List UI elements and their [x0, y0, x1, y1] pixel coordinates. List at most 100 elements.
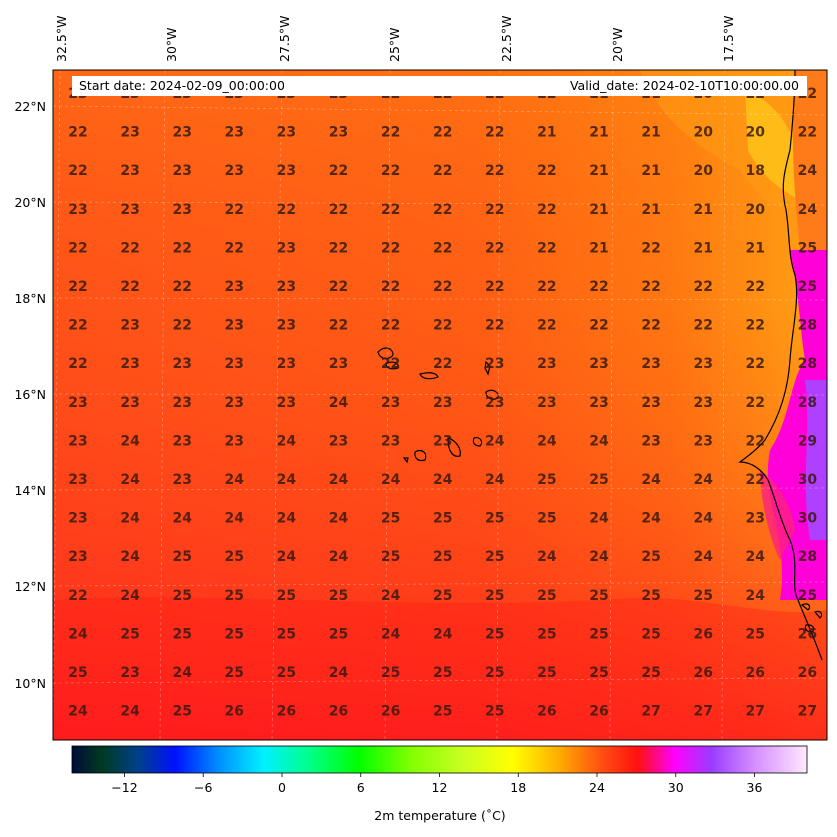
temperature-value: 25: [172, 588, 191, 604]
temperature-value: 23: [225, 395, 244, 411]
temperature-value: 24: [225, 511, 245, 527]
temperature-value: 24: [537, 433, 557, 449]
temperature-value: 23: [172, 125, 191, 141]
temperature-value: 23: [329, 433, 348, 449]
colorbar-ticks: [124, 773, 755, 777]
temperature-value: 27: [798, 704, 817, 720]
temperature-value: 23: [120, 665, 139, 681]
temperature-value: 26: [537, 704, 556, 720]
lat-label: 12°N: [14, 579, 46, 594]
temperature-value: 23: [277, 240, 296, 256]
temperature-value: 22: [381, 279, 400, 295]
temperature-value: 23: [68, 395, 87, 411]
temperature-value: 23: [589, 356, 608, 372]
temperature-value: 22: [485, 318, 504, 334]
temperature-value: 24: [433, 472, 453, 488]
temperature-value: 25: [537, 472, 556, 488]
temperature-value: 25: [485, 511, 504, 527]
temperature-value: 23: [225, 125, 244, 141]
temperature-value: 23: [277, 125, 296, 141]
colorbar-tick-label: −12: [111, 780, 138, 795]
temperature-value: 21: [693, 240, 712, 256]
temperature-value: 23: [120, 202, 139, 218]
temperature-value: 25: [172, 704, 191, 720]
temperature-value: 25: [485, 549, 504, 565]
temperature-value: 25: [485, 704, 504, 720]
temperature-values: 23 23 23 23 23 23 22 22 22 22 21 21 20 22 22 22 23 23 23 23…: [68, 86, 817, 720]
temperature-value: 23: [172, 202, 191, 218]
temperature-value: 22: [537, 163, 556, 179]
temperature-value: 24: [329, 511, 349, 527]
temperature-value: 23: [225, 279, 244, 295]
temperature-value: 23: [485, 395, 504, 411]
temperature-value: 24: [329, 395, 349, 411]
temperature-value: 25: [693, 588, 712, 604]
temperature-value: 24: [381, 472, 401, 488]
temperature-value: 25: [798, 588, 817, 604]
temperature-value: 25: [225, 626, 244, 642]
temperature-value: 26: [329, 704, 348, 720]
temperature-value: 22: [277, 202, 296, 218]
temperature-value: 22: [433, 356, 452, 372]
temperature-value: 25: [589, 588, 608, 604]
temperature-value: 25: [68, 665, 87, 681]
temperature-value: 24: [589, 433, 609, 449]
temperature-value: 24: [641, 472, 661, 488]
temperature-value: 23: [120, 318, 139, 334]
temperature-value: 24: [277, 511, 297, 527]
coastline: [377, 69, 823, 661]
temperature-value: 21: [746, 240, 765, 256]
temperature-value: 22: [381, 125, 400, 141]
temperature-value: 22: [746, 395, 765, 411]
temperature-value: 23: [68, 511, 87, 527]
temperature-value: 24: [120, 433, 140, 449]
temperature-value: 22: [381, 202, 400, 218]
temperature-value: 22: [68, 356, 87, 372]
temperature-value: 23: [641, 433, 660, 449]
temperature-value: 23: [485, 356, 504, 372]
temperature-value: 24: [277, 549, 297, 565]
temperature-value: 25: [641, 626, 660, 642]
temperature-value: 22: [68, 588, 87, 604]
colorbar-title: 2m temperature (˚C): [374, 808, 506, 823]
temperature-value: 22: [746, 318, 765, 334]
temperature-value: 22: [329, 163, 348, 179]
temperature-value: 28: [798, 356, 817, 372]
temperature-value: 23: [693, 395, 712, 411]
temperature-value: 26: [589, 704, 608, 720]
temperature-value: 25: [537, 626, 556, 642]
temperature-value: 22: [225, 240, 244, 256]
temperature-value: 24: [120, 549, 140, 565]
start-date-label: Start date: 2024-02-09_00:00:00: [79, 78, 285, 93]
colorbar-tick-label: 30: [667, 780, 684, 795]
temperature-value: 22: [68, 240, 87, 256]
temperature-value: 22: [381, 356, 400, 372]
temperature-value: 22: [641, 240, 660, 256]
temperature-value: 25: [589, 626, 608, 642]
colorbar-tick-label: 0: [278, 780, 286, 795]
colorbar-tick-label: 18: [510, 780, 527, 795]
temperature-value: 23: [537, 356, 556, 372]
temperature-value: 25: [277, 665, 296, 681]
temperature-value: 25: [277, 626, 296, 642]
temperature-value: 24: [693, 511, 713, 527]
lon-label: 17.5°W: [721, 16, 736, 62]
temperature-value: 22: [120, 240, 139, 256]
temperature-value: 22: [485, 125, 504, 141]
temperature-value: 22: [329, 240, 348, 256]
temperature-value: 23: [693, 356, 712, 372]
temperature-value: 23: [225, 356, 244, 372]
temperature-value: 22: [68, 163, 87, 179]
temperature-value: 22: [537, 318, 556, 334]
temperature-value: 26: [225, 704, 244, 720]
temperature-value: 28: [798, 549, 817, 565]
temperature-value: 25: [798, 240, 817, 256]
temperature-value: 25: [172, 549, 191, 565]
temperature-value: 23: [68, 202, 87, 218]
temperature-value: 27: [641, 704, 660, 720]
temperature-value: 24: [120, 704, 140, 720]
temperature-value: 21: [693, 202, 712, 218]
temperature-value: 23: [433, 395, 452, 411]
temperature-value: 26: [277, 704, 296, 720]
temperature-value: 23: [641, 395, 660, 411]
